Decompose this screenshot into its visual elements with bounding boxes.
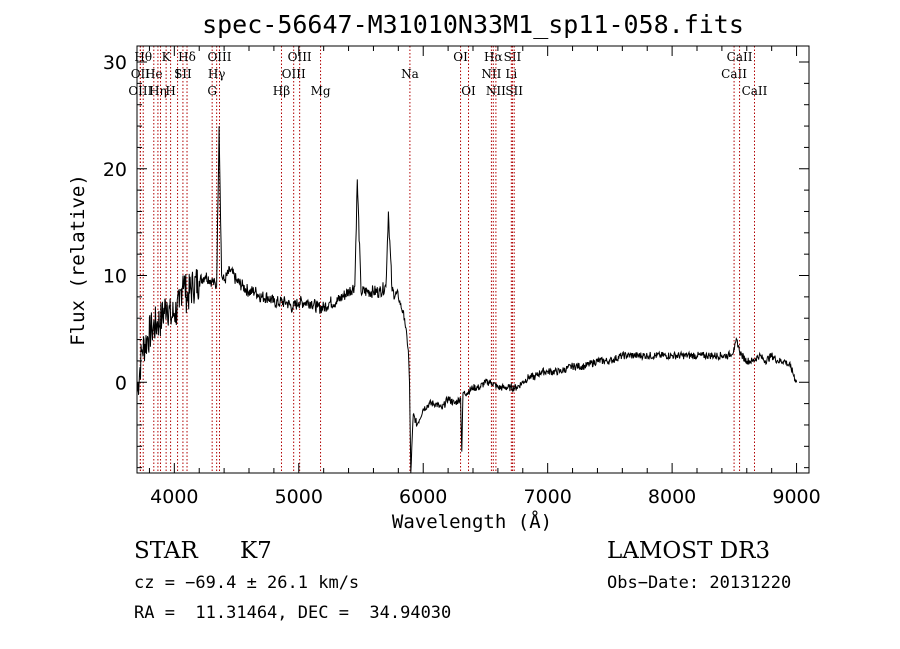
line-marker-label: CaII [742,84,768,98]
y-axis-label: Flux (relative) [67,174,89,346]
line-marker-label: I [175,67,180,81]
x-axis-ticks: 4000 5000 6000 7000 8000 9000 [148,46,821,508]
line-marker-label: OI [461,84,476,98]
line-marker-label: CaII [721,67,747,81]
y-tick-label: 20 [103,159,127,181]
line-marker-label: Hθ [134,50,152,64]
line-marker-label: Li [505,67,517,81]
line-marker-label: SII [174,67,192,81]
plot-frame [136,45,810,474]
line-marker-label: Hβ [273,84,290,98]
line-marker-label: G [207,84,217,98]
line-marker-label: OIII [207,50,231,64]
x-tick-label: 9000 [772,486,820,508]
y-tick-label: 30 [103,52,127,74]
line-marker-label: Na [401,67,419,81]
line-marker-label: CaII [727,50,753,64]
line-marker-label: He [145,67,163,81]
object-class: STAR [134,538,198,564]
line-marker-label: K [162,50,172,64]
line-marker-label: NII [486,84,506,98]
y-tick-label: 10 [103,266,127,288]
x-tick-label: 7000 [523,486,571,508]
line-marker-label: Hδ [178,50,196,64]
x-tick-label: 8000 [648,486,696,508]
line-marker-label: SII [504,50,522,64]
line-marker-label: H [165,84,175,98]
line-marker-label: NII [481,67,501,81]
line-marker-label: OIII [288,50,312,64]
x-tick-label: 5000 [275,486,323,508]
coordinates: RA = 11.31464, DEC = 34.94030 [134,603,452,623]
line-markers: HθOIIOIIIHeHηKHISIIHδGHγOIIIHβOIIIOIIIMg… [128,46,768,473]
line-marker-label: Hη [149,84,167,98]
x-axis-label: Wavelength (Å) [392,510,552,533]
line-marker-label: Hγ [208,67,226,81]
survey-name: LAMOST DR3 [607,538,771,564]
spectrum-line [136,126,798,474]
line-marker-label: Mg [311,84,331,98]
y-tick-label: 0 [115,372,127,394]
spectrum-chart: spec-56647-M31010N33M1_sp11-058.fits Hθ O… [67,10,821,533]
x-tick-label: 4000 [150,486,198,508]
x-tick-label: 6000 [399,486,447,508]
object-subclass: K7 [240,538,272,564]
line-marker-label: OI [453,50,468,64]
redshift-cz: cz = −69.4 ± 26.1 km/s [134,573,360,593]
observation-date: Obs−Date: 20131220 [607,573,792,593]
line-marker-label: Hα [484,50,503,64]
line-marker-label: OIII [282,67,306,81]
line-marker-label: OIII [128,84,152,98]
line-marker-label: SII [505,84,523,98]
chart-title: spec-56647-M31010N33M1_sp11-058.fits [202,10,744,39]
y-axis-ticks: 0 10 20 30 [103,52,809,469]
